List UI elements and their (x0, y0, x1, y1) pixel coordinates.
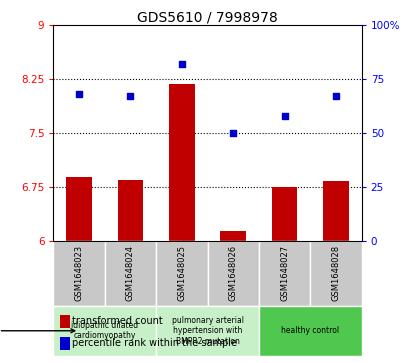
Text: idiopathic dilated
cardiomyopathy: idiopathic dilated cardiomyopathy (71, 321, 139, 340)
Text: transformed count: transformed count (72, 316, 163, 326)
Text: GSM1648025: GSM1648025 (178, 245, 186, 301)
Point (230, 130, 237, 136)
Text: GSM1648028: GSM1648028 (332, 245, 340, 301)
Bar (208, 241, 259, 306)
Point (76, 91, 82, 97)
Point (178, 61, 185, 67)
Point (281, 113, 288, 119)
Text: GSM1648024: GSM1648024 (126, 245, 135, 301)
Bar (156, 306, 259, 356)
Text: percentile rank within the sample: percentile rank within the sample (72, 338, 237, 348)
Bar (310, 241, 362, 306)
Bar (259, 241, 310, 306)
Bar (118, 180, 143, 241)
Bar (169, 84, 195, 241)
Title: GDS5610 / 7998978: GDS5610 / 7998978 (137, 10, 278, 24)
Bar (272, 187, 298, 241)
Bar (156, 241, 208, 306)
Bar (53, 241, 105, 306)
Text: pulmonary arterial
hypertension with
BMPR2 mutation: pulmonary arterial hypertension with BMP… (171, 316, 244, 346)
Bar (105, 241, 156, 306)
Bar (53, 306, 156, 356)
Text: healthy control: healthy control (281, 326, 339, 335)
Text: GSM1648026: GSM1648026 (229, 245, 238, 301)
Point (333, 94, 339, 99)
Bar (220, 231, 246, 241)
Bar (259, 306, 362, 356)
Text: GSM1648023: GSM1648023 (75, 245, 83, 301)
Bar (66, 178, 92, 241)
Bar (323, 181, 349, 241)
Text: GSM1648027: GSM1648027 (280, 245, 289, 301)
Point (127, 94, 134, 99)
Text: disease state: disease state (0, 326, 75, 336)
